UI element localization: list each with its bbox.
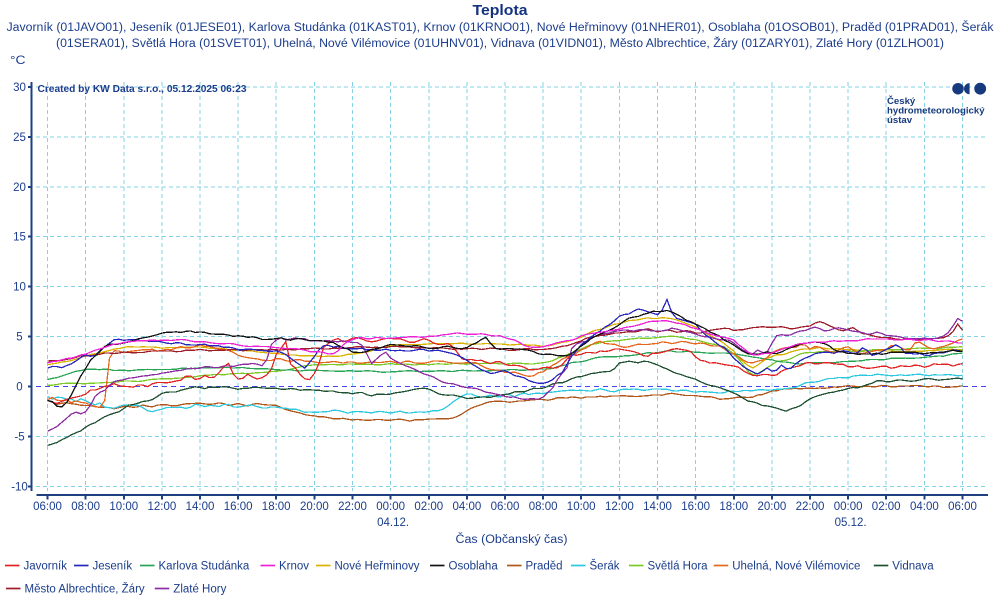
svg-text:ústav: ústav — [887, 115, 913, 126]
svg-text:Zlaté Hory: Zlaté Hory — [173, 584, 226, 596]
svg-text:05.12.: 05.12. — [835, 517, 867, 529]
svg-text:Javorník: Javorník — [24, 561, 68, 573]
svg-text:hydrometeorologický: hydrometeorologický — [887, 106, 985, 117]
svg-text:06:00: 06:00 — [491, 501, 520, 513]
svg-text:15: 15 — [13, 232, 26, 244]
svg-text:16:00: 16:00 — [224, 501, 253, 513]
svg-text:22:00: 22:00 — [796, 501, 825, 513]
svg-text:(01SERA01), Světlá Hora (01SVE: (01SERA01), Světlá Hora (01SVET01), Uhel… — [56, 37, 944, 50]
svg-text:Uhelná, Nové Vilémovice: Uhelná, Nové Vilémovice — [732, 561, 860, 573]
svg-text:00:00: 00:00 — [376, 501, 405, 513]
svg-text:-5: -5 — [14, 431, 24, 443]
svg-text:Karlova Studánka: Karlova Studánka — [159, 561, 250, 573]
svg-text:12:00: 12:00 — [605, 501, 634, 513]
svg-text:Teplota: Teplota — [473, 2, 529, 19]
svg-text:10:00: 10:00 — [567, 501, 596, 513]
svg-text:0: 0 — [16, 382, 22, 394]
svg-text:5: 5 — [16, 332, 22, 344]
svg-text:Čas (Občanský čas): Čas (Občanský čas) — [456, 533, 568, 546]
svg-text:02:00: 02:00 — [414, 501, 443, 513]
svg-text:18:00: 18:00 — [262, 501, 291, 513]
svg-text:Osoblaha: Osoblaha — [449, 561, 499, 573]
svg-text:20: 20 — [13, 182, 26, 194]
svg-text:08:00: 08:00 — [71, 501, 100, 513]
svg-text:00:00: 00:00 — [834, 501, 863, 513]
svg-text:Nové Heřminovy: Nové Heřminovy — [335, 561, 420, 573]
svg-text:08:00: 08:00 — [529, 501, 558, 513]
svg-text:18:00: 18:00 — [719, 501, 748, 513]
svg-text:Praděd: Praděd — [526, 561, 563, 573]
svg-text:10:00: 10:00 — [109, 501, 138, 513]
svg-text:-10: -10 — [11, 481, 28, 493]
svg-text:04.12.: 04.12. — [377, 517, 409, 529]
svg-text:Město Albrechtice, Žáry: Město Albrechtice, Žáry — [25, 583, 145, 596]
svg-text:Český: Český — [887, 95, 916, 107]
svg-text:06:00: 06:00 — [33, 501, 62, 513]
svg-text:30: 30 — [13, 82, 26, 94]
svg-text:14:00: 14:00 — [643, 501, 672, 513]
svg-text:20:00: 20:00 — [758, 501, 787, 513]
svg-text:02:00: 02:00 — [872, 501, 901, 513]
svg-text:Created by KW Data s.r.o., 05.: Created by KW Data s.r.o., 05.12.2025 06… — [38, 84, 247, 95]
svg-text:Světlá Hora: Světlá Hora — [648, 561, 709, 573]
svg-text:Šerák: Šerák — [590, 560, 620, 573]
svg-text:06:00: 06:00 — [948, 501, 977, 513]
svg-text:22:00: 22:00 — [338, 501, 367, 513]
svg-text:14:00: 14:00 — [186, 501, 215, 513]
svg-text:16:00: 16:00 — [681, 501, 710, 513]
svg-text:12:00: 12:00 — [148, 501, 177, 513]
svg-text:20:00: 20:00 — [300, 501, 329, 513]
svg-text:°C: °C — [10, 53, 26, 67]
svg-text:Jeseník: Jeseník — [93, 561, 133, 573]
svg-text:04:00: 04:00 — [453, 501, 482, 513]
svg-text:Krnov: Krnov — [279, 561, 309, 573]
svg-text:10: 10 — [13, 282, 26, 294]
svg-text:25: 25 — [13, 132, 26, 144]
svg-text:04:00: 04:00 — [910, 501, 939, 513]
svg-text:Vidnava: Vidnava — [892, 561, 934, 573]
svg-text:Javorník (01JAVO01), Jeseník (: Javorník (01JAVO01), Jeseník (01JESE01),… — [7, 21, 994, 34]
